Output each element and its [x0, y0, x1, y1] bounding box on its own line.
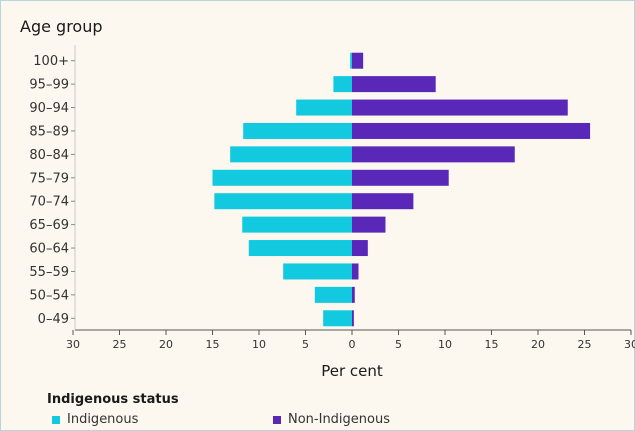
x-tick-label: 25 — [113, 338, 127, 351]
bar-non-indigenous — [352, 169, 449, 186]
bar-non-indigenous — [352, 310, 354, 327]
x-tick-label: 10 — [252, 338, 266, 351]
bar-non-indigenous — [352, 263, 359, 280]
bar-non-indigenous — [352, 122, 591, 139]
legend-swatch-non-indigenous — [273, 415, 281, 424]
legend-swatch-indigenous — [52, 415, 60, 424]
x-tick-label: 15 — [485, 338, 499, 351]
x-tick-label: 30 — [624, 338, 635, 351]
bar-non-indigenous — [352, 240, 368, 257]
bar-non-indigenous — [352, 216, 386, 233]
x-axis-title: Per cent — [321, 362, 383, 380]
bar-indigenous — [333, 76, 352, 93]
bar-indigenous — [283, 263, 352, 280]
x-tick-label: 25 — [578, 338, 592, 351]
bar-non-indigenous — [352, 52, 364, 69]
y-tick-label: 95–99 — [29, 78, 69, 93]
bar-indigenous — [242, 216, 352, 233]
chart-title: Age group — [20, 17, 103, 36]
legend-label-non-indigenous: Non-Indigenous — [288, 412, 391, 427]
bar-indigenous — [214, 193, 352, 210]
bar-indigenous — [248, 240, 352, 257]
y-tick-label: 70–74 — [29, 195, 69, 210]
y-tick-label: 55–59 — [29, 265, 69, 280]
y-tick-label: 0–49 — [38, 312, 69, 327]
legend-title: Indigenous status — [47, 392, 179, 407]
bar-non-indigenous — [352, 193, 414, 210]
bar-indigenous — [323, 310, 352, 327]
y-tick-label: 75–79 — [29, 171, 69, 186]
bar-non-indigenous — [352, 76, 436, 93]
y-tick-label: 100+ — [33, 54, 69, 69]
bar-indigenous — [230, 146, 352, 163]
legend-item-non-indigenous: Non-Indigenous — [273, 412, 390, 427]
x-tick-label: 20 — [159, 338, 173, 351]
x-tick-label: 5 — [302, 338, 309, 351]
y-tick-label: 80–84 — [29, 148, 69, 163]
x-tick-label: 20 — [531, 338, 545, 351]
y-tick-label: 50–54 — [29, 288, 69, 303]
bar-indigenous — [350, 52, 352, 69]
y-tick-label: 65–69 — [29, 218, 69, 233]
x-tick-label: 0 — [349, 338, 356, 351]
x-tick-label: 15 — [206, 338, 220, 351]
y-tick-label: 90–94 — [29, 101, 69, 116]
bar-indigenous — [314, 286, 352, 303]
legend-item-indigenous: Indigenous — [52, 412, 138, 427]
y-tick-label: 60–64 — [29, 242, 69, 257]
bar-indigenous — [212, 169, 352, 186]
bar-non-indigenous — [352, 286, 355, 303]
bar-indigenous — [243, 122, 352, 139]
x-tick-label: 30 — [66, 338, 80, 351]
bar-non-indigenous — [352, 146, 515, 163]
bar-non-indigenous — [352, 99, 568, 116]
bar-indigenous — [296, 99, 352, 116]
x-tick-label: 10 — [438, 338, 452, 351]
legend-label-indigenous: Indigenous — [67, 412, 139, 427]
y-tick-label: 85–89 — [29, 124, 69, 139]
x-tick-label: 5 — [395, 338, 402, 351]
